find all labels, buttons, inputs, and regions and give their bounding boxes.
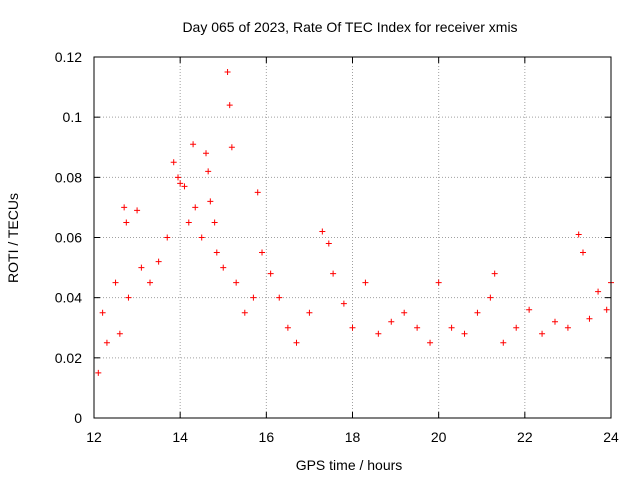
data-point	[228, 144, 235, 151]
data-point	[103, 339, 110, 346]
data-point	[170, 159, 177, 166]
x-tick-label: 12	[86, 429, 102, 445]
data-point	[254, 189, 261, 196]
data-points	[95, 69, 614, 376]
data-point	[164, 234, 171, 241]
y-tick-label: 0.04	[55, 290, 82, 306]
grid-lines	[94, 57, 611, 418]
data-point	[250, 294, 257, 301]
data-point	[564, 324, 571, 331]
data-point	[500, 339, 507, 346]
x-tick-label: 22	[517, 429, 533, 445]
y-tick-label: 0	[74, 410, 82, 426]
y-axis-label: ROTI / TECUs	[5, 193, 21, 283]
data-point	[190, 141, 197, 148]
y-tick-label: 0.02	[55, 350, 82, 366]
data-point	[276, 294, 283, 301]
chart-title: Day 065 of 2023, Rate Of TEC Index for r…	[182, 19, 517, 35]
data-point	[487, 294, 494, 301]
data-point	[526, 306, 533, 313]
data-point	[205, 168, 212, 175]
data-point	[121, 204, 128, 211]
data-point	[551, 318, 558, 325]
data-point	[177, 180, 184, 187]
data-point	[134, 207, 141, 214]
data-point	[586, 315, 593, 322]
data-point	[147, 279, 154, 286]
data-point	[414, 324, 421, 331]
data-point	[474, 309, 481, 316]
data-point	[388, 318, 395, 325]
data-point	[211, 219, 218, 226]
data-point	[259, 249, 266, 256]
y-tick-label: 0.1	[63, 109, 83, 125]
data-point	[198, 234, 205, 241]
x-tick-label: 14	[172, 429, 188, 445]
data-point	[99, 309, 106, 316]
data-point	[513, 324, 520, 331]
data-point	[306, 309, 313, 316]
y-tick-label: 0.08	[55, 169, 82, 185]
data-point	[575, 231, 582, 238]
data-point	[401, 309, 408, 316]
data-point	[241, 309, 248, 316]
data-point	[116, 330, 123, 337]
data-point	[224, 69, 231, 76]
y-tick-label: 0.12	[55, 49, 82, 65]
y-tick-label: 0.06	[55, 230, 82, 246]
data-point	[226, 102, 233, 109]
data-point	[595, 288, 602, 295]
data-point	[461, 330, 468, 337]
data-point	[207, 198, 214, 205]
data-point	[603, 306, 610, 313]
x-tick-label: 20	[431, 429, 447, 445]
data-point	[349, 324, 356, 331]
data-point	[267, 270, 274, 277]
data-point	[192, 204, 199, 211]
data-point	[213, 249, 220, 256]
data-point	[284, 324, 291, 331]
data-point	[448, 324, 455, 331]
x-tick-label: 24	[603, 429, 619, 445]
data-point	[155, 258, 162, 265]
x-axis-label: GPS time / hours	[296, 457, 403, 473]
data-point	[435, 279, 442, 286]
data-point	[362, 279, 369, 286]
axis-ticks: 12 14 16 18 20 22 24 0 0.02 0.04 0.06 0.08 0.1 0.12	[55, 49, 619, 445]
data-point	[491, 270, 498, 277]
data-point	[185, 219, 192, 226]
data-point	[330, 270, 337, 277]
data-point	[579, 249, 586, 256]
data-point	[539, 330, 546, 337]
data-point	[375, 330, 382, 337]
data-point	[123, 219, 130, 226]
data-point	[112, 279, 119, 286]
data-point	[340, 300, 347, 307]
data-point	[138, 264, 145, 271]
x-tick-label: 16	[259, 429, 275, 445]
x-tick-label: 18	[345, 429, 361, 445]
data-point	[220, 264, 227, 271]
data-point	[181, 183, 188, 190]
data-point	[427, 339, 434, 346]
data-point	[319, 228, 326, 235]
data-point	[95, 369, 102, 376]
data-point	[233, 279, 240, 286]
data-point	[325, 240, 332, 247]
data-point	[175, 174, 182, 181]
data-point	[125, 294, 132, 301]
data-point	[293, 339, 300, 346]
data-point	[203, 150, 210, 157]
